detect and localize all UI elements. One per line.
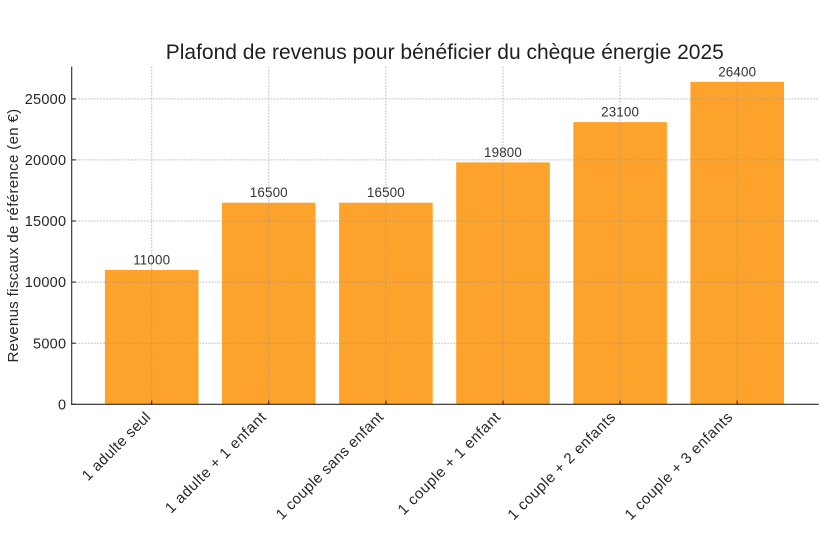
svg-text:Plafond de revenus pour bénéfi: Plafond de revenus pour bénéficier du ch…	[166, 41, 724, 64]
svg-text:16500: 16500	[250, 185, 288, 200]
svg-text:25000: 25000	[25, 92, 67, 108]
svg-text:19800: 19800	[484, 145, 522, 160]
svg-text:11000: 11000	[133, 252, 170, 267]
svg-text:23100: 23100	[601, 105, 639, 120]
svg-text:Revenus fiscaux de référence (: Revenus fiscaux de référence (en €)	[5, 108, 22, 362]
svg-text:5000: 5000	[33, 336, 66, 352]
svg-text:20000: 20000	[25, 153, 67, 169]
svg-text:15000: 15000	[25, 214, 67, 230]
svg-text:0: 0	[58, 397, 66, 413]
svg-text:26400: 26400	[718, 64, 756, 79]
svg-text:10000: 10000	[25, 275, 67, 291]
svg-text:16500: 16500	[367, 185, 405, 200]
